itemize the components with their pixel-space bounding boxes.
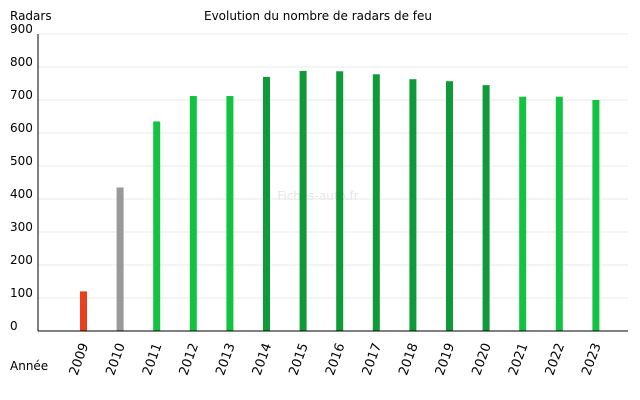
y-tick-label: 300: [10, 220, 33, 234]
x-tick-label: 2021: [506, 341, 531, 377]
x-tick-label: 2012: [177, 341, 202, 377]
y-tick-label: 800: [10, 55, 33, 69]
bar-2012: [189, 96, 197, 331]
bar-2015: [299, 70, 307, 332]
y-tick-label: 900: [10, 22, 33, 36]
bar-2022: [555, 96, 563, 331]
y-tick-label: 200: [10, 253, 33, 267]
y-tick-label: 500: [10, 154, 33, 168]
x-tick-label: 2011: [140, 341, 165, 377]
y-tick-label: 600: [10, 121, 33, 135]
bar-2019: [446, 81, 453, 331]
x-tick-label: 2014: [250, 341, 275, 377]
y-tick-label: 100: [10, 286, 33, 300]
bar-2011: [153, 121, 161, 331]
bar-2009: [80, 291, 87, 331]
y-tick-label: 700: [10, 88, 33, 102]
gridlines: [38, 33, 628, 299]
bar-2014: [263, 76, 270, 332]
bar-2023: [592, 100, 600, 331]
x-tick-label: 2013: [213, 341, 238, 377]
x-tick-label: 2009: [67, 341, 92, 377]
chart-watermark: Fiches-auto.fr: [277, 189, 358, 203]
y-axis-label: Radars: [10, 9, 52, 23]
bar-2020: [482, 85, 490, 332]
y-tick-label: 0: [10, 319, 18, 333]
x-tick-label: 2019: [433, 341, 458, 377]
bar-2010: [116, 187, 124, 331]
y-tick-labels: 0 100 200 300 400 500 600 700 800 900: [10, 22, 33, 333]
x-tick-label: 2020: [469, 341, 494, 377]
y-tick-label: 400: [10, 187, 33, 201]
bar-2017: [372, 74, 380, 331]
bar-2013: [226, 96, 234, 331]
bar-2021: [519, 96, 527, 331]
x-tick-label: 2017: [360, 341, 385, 377]
bar-2018: [409, 79, 417, 332]
x-tick-label: 2015: [286, 341, 311, 377]
x-tick-label: 2023: [579, 341, 604, 377]
x-tick-label: 2022: [543, 341, 568, 377]
x-axis-label: Année: [10, 359, 48, 373]
x-tick-label: 2010: [103, 341, 128, 377]
bars: [80, 70, 600, 332]
axes: [37, 34, 628, 332]
bar-2016: [336, 71, 344, 331]
chart-title: Evolution du nombre de radars de feu: [204, 9, 432, 23]
x-tick-label: 2018: [396, 341, 421, 377]
x-tick-label: 2016: [323, 341, 348, 377]
x-tick-labels: 2009 2010 2011 2012 2013 2014 2015 2016 2017 2018…: [67, 341, 605, 377]
